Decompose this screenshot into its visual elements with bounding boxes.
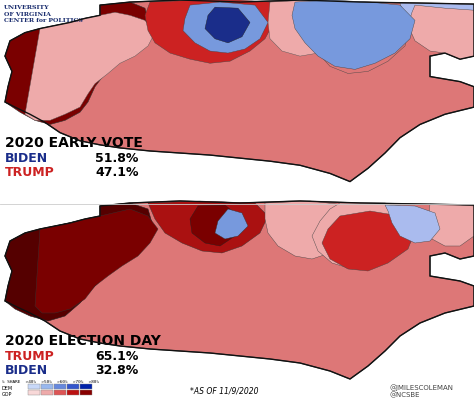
Bar <box>54 390 66 395</box>
Text: UNIVERSITY
OF VIRGINIA
CENTER for POLITICS: UNIVERSITY OF VIRGINIA CENTER for POLITI… <box>4 5 83 23</box>
Bar <box>54 384 66 389</box>
Text: DEM: DEM <box>2 385 13 390</box>
Bar <box>80 390 92 395</box>
Text: BIDEN: BIDEN <box>5 152 48 164</box>
Polygon shape <box>292 1 415 70</box>
Bar <box>80 384 92 389</box>
Polygon shape <box>312 5 410 74</box>
Polygon shape <box>35 209 158 313</box>
Text: 47.1%: 47.1% <box>95 166 138 179</box>
Polygon shape <box>5 1 474 182</box>
Polygon shape <box>385 205 440 243</box>
Bar <box>28 384 40 389</box>
Polygon shape <box>5 201 474 379</box>
Text: *AS OF 11/9/2020: *AS OF 11/9/2020 <box>190 386 258 395</box>
Polygon shape <box>268 1 355 57</box>
Text: TRUMP: TRUMP <box>5 166 55 179</box>
Polygon shape <box>265 201 355 259</box>
Polygon shape <box>205 8 250 44</box>
Polygon shape <box>5 203 152 321</box>
Text: 65.1%: 65.1% <box>95 349 138 362</box>
Text: 32.8%: 32.8% <box>95 363 138 376</box>
Text: 2020 ELECTION DAY: 2020 ELECTION DAY <box>5 333 161 347</box>
Polygon shape <box>148 201 268 253</box>
Polygon shape <box>322 211 415 271</box>
Bar <box>41 390 53 395</box>
Bar <box>28 390 40 395</box>
Polygon shape <box>183 3 268 54</box>
Polygon shape <box>190 205 242 246</box>
Polygon shape <box>400 4 474 47</box>
Bar <box>67 390 79 395</box>
Polygon shape <box>5 3 150 125</box>
Text: 2020 EARLY VOTE: 2020 EARLY VOTE <box>5 135 143 149</box>
Bar <box>67 384 79 389</box>
Bar <box>41 384 53 389</box>
Polygon shape <box>408 6 474 60</box>
Polygon shape <box>145 1 275 64</box>
Text: 51.8%: 51.8% <box>95 152 138 164</box>
Text: BIDEN: BIDEN <box>5 363 48 376</box>
Polygon shape <box>312 203 420 269</box>
Text: @JMILESCOLEMAN: @JMILESCOLEMAN <box>390 383 454 390</box>
Text: % SHARE  >40%  >50%  >60%  >70%  >80%: % SHARE >40% >50% >60% >70% >80% <box>2 379 99 383</box>
Text: @NCSBE: @NCSBE <box>390 391 420 397</box>
Polygon shape <box>428 205 474 246</box>
Polygon shape <box>25 13 155 121</box>
Text: GOP: GOP <box>2 391 12 396</box>
Text: TRUMP: TRUMP <box>5 349 55 362</box>
Polygon shape <box>215 209 248 239</box>
